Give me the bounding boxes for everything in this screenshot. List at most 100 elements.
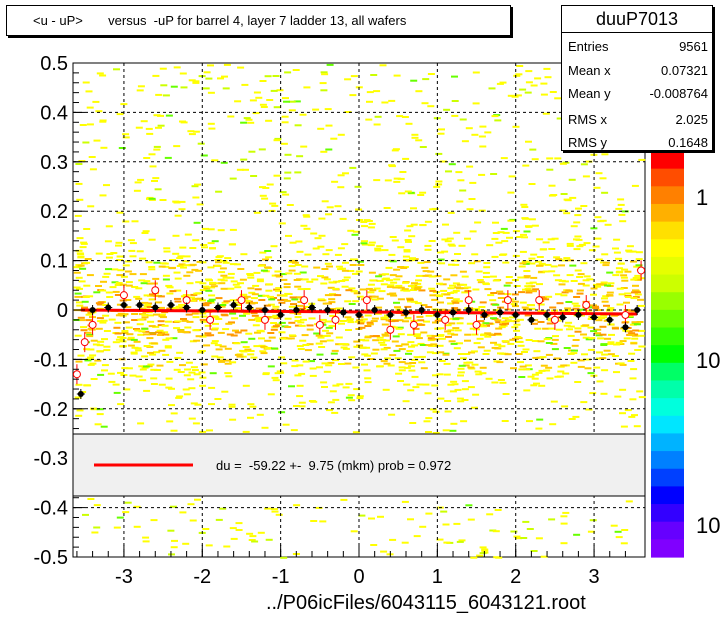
histogram-cell (380, 316, 388, 319)
histogram-cell (478, 135, 486, 138)
histogram-cell (581, 353, 588, 356)
histogram-cell (218, 360, 225, 363)
histogram-cell (112, 290, 120, 293)
palette-cell (651, 521, 684, 540)
histogram-cell (607, 307, 615, 310)
histogram-cell (179, 364, 186, 367)
histogram-cell (447, 329, 455, 332)
histogram-cell (535, 537, 543, 540)
histogram-cell (151, 180, 158, 182)
histogram-cell (542, 112, 550, 115)
histogram-cell (227, 272, 235, 275)
histogram-cell (429, 294, 437, 297)
histogram-cell (500, 227, 508, 230)
histogram-cell (199, 376, 207, 379)
histogram-cell (471, 333, 479, 336)
histogram-cell (614, 530, 622, 533)
histogram-cell (565, 321, 573, 324)
histogram-cell (619, 388, 627, 391)
histogram-cell (174, 320, 182, 323)
histogram-cell (252, 284, 260, 287)
fit-legend: du = -59.22 +- 9.75 (mkm) prob = 0.972 (72, 433, 646, 497)
histogram-cell (509, 338, 517, 341)
histogram-cell (248, 150, 256, 153)
histogram-cell (142, 536, 150, 539)
histogram-cell (519, 301, 527, 304)
histogram-cell (461, 399, 469, 401)
histogram-cell (631, 321, 639, 324)
histogram-cell (116, 211, 124, 214)
histogram-cell (346, 319, 354, 322)
histogram-cell (438, 337, 446, 340)
histogram-cell (102, 314, 110, 317)
histogram-cell (484, 131, 492, 134)
histogram-cell (169, 266, 176, 269)
histogram-cell (157, 295, 165, 298)
histogram-cell (137, 178, 145, 181)
histogram-cell (382, 388, 390, 391)
histogram-cell (208, 386, 216, 389)
file-path-label: ../P06icFiles/6043115_6043121.root (266, 592, 586, 614)
histogram-cell (511, 300, 519, 303)
histogram-cell (278, 411, 286, 414)
histogram-cell (117, 371, 124, 374)
histogram-cell (297, 348, 305, 350)
histogram-cell (505, 281, 513, 284)
histogram-cell (482, 276, 490, 278)
histogram-cell (414, 302, 422, 305)
histogram-cell (580, 262, 588, 265)
histogram-cell (422, 383, 430, 386)
stats-box: duuP7013 Entries 9561 Mean x 0.07321 Mea… (561, 5, 713, 151)
histogram-cell (220, 274, 228, 277)
histogram-cell (411, 133, 419, 136)
histogram-cell (150, 282, 158, 285)
histogram-cell (367, 291, 375, 294)
histogram-cell (262, 372, 270, 375)
histogram-cell (444, 410, 452, 413)
histogram-cell (398, 366, 406, 369)
histogram-cell (365, 118, 373, 121)
histogram-cell (381, 249, 389, 252)
histogram-cell (557, 365, 565, 368)
histogram-cell (460, 357, 467, 360)
histogram-cell (232, 301, 240, 304)
histogram-cell (379, 339, 387, 341)
histogram-cell (513, 323, 521, 326)
histogram-cell (576, 245, 584, 248)
histogram-cell (182, 388, 190, 391)
histogram-cell (618, 293, 626, 296)
histogram-cell (82, 141, 90, 144)
histogram-cell (637, 298, 644, 301)
histogram-cell (545, 366, 553, 369)
histogram-cell (520, 203, 528, 206)
histogram-cell (318, 346, 326, 348)
histogram-cell (82, 513, 89, 516)
histogram-cell (374, 312, 382, 315)
histogram-cell (600, 281, 608, 284)
histogram-cell (627, 360, 635, 362)
histogram-cell (153, 295, 161, 297)
histogram-cell (205, 77, 213, 80)
histogram-cell (512, 254, 520, 257)
histogram-cell (165, 386, 173, 389)
histogram-cell (153, 369, 161, 371)
histogram-cell (354, 185, 362, 188)
histogram-cell (610, 524, 618, 527)
histogram-cell (201, 246, 208, 249)
profile-black-point (497, 309, 504, 316)
histogram-cell (552, 335, 559, 338)
histogram-cell (254, 317, 262, 320)
histogram-cell (260, 352, 268, 355)
histogram-cell (619, 220, 627, 223)
histogram-cell (239, 314, 246, 317)
histogram-cell (293, 272, 301, 275)
histogram-cell (222, 261, 230, 264)
histogram-cell (124, 306, 132, 309)
histogram-cell (393, 301, 400, 304)
histogram-cell (388, 165, 396, 168)
histogram-cell (349, 264, 357, 266)
histogram-cell (553, 357, 561, 360)
histogram-cell (119, 337, 127, 339)
histogram-cell (403, 366, 411, 369)
histogram-cell (119, 283, 127, 286)
